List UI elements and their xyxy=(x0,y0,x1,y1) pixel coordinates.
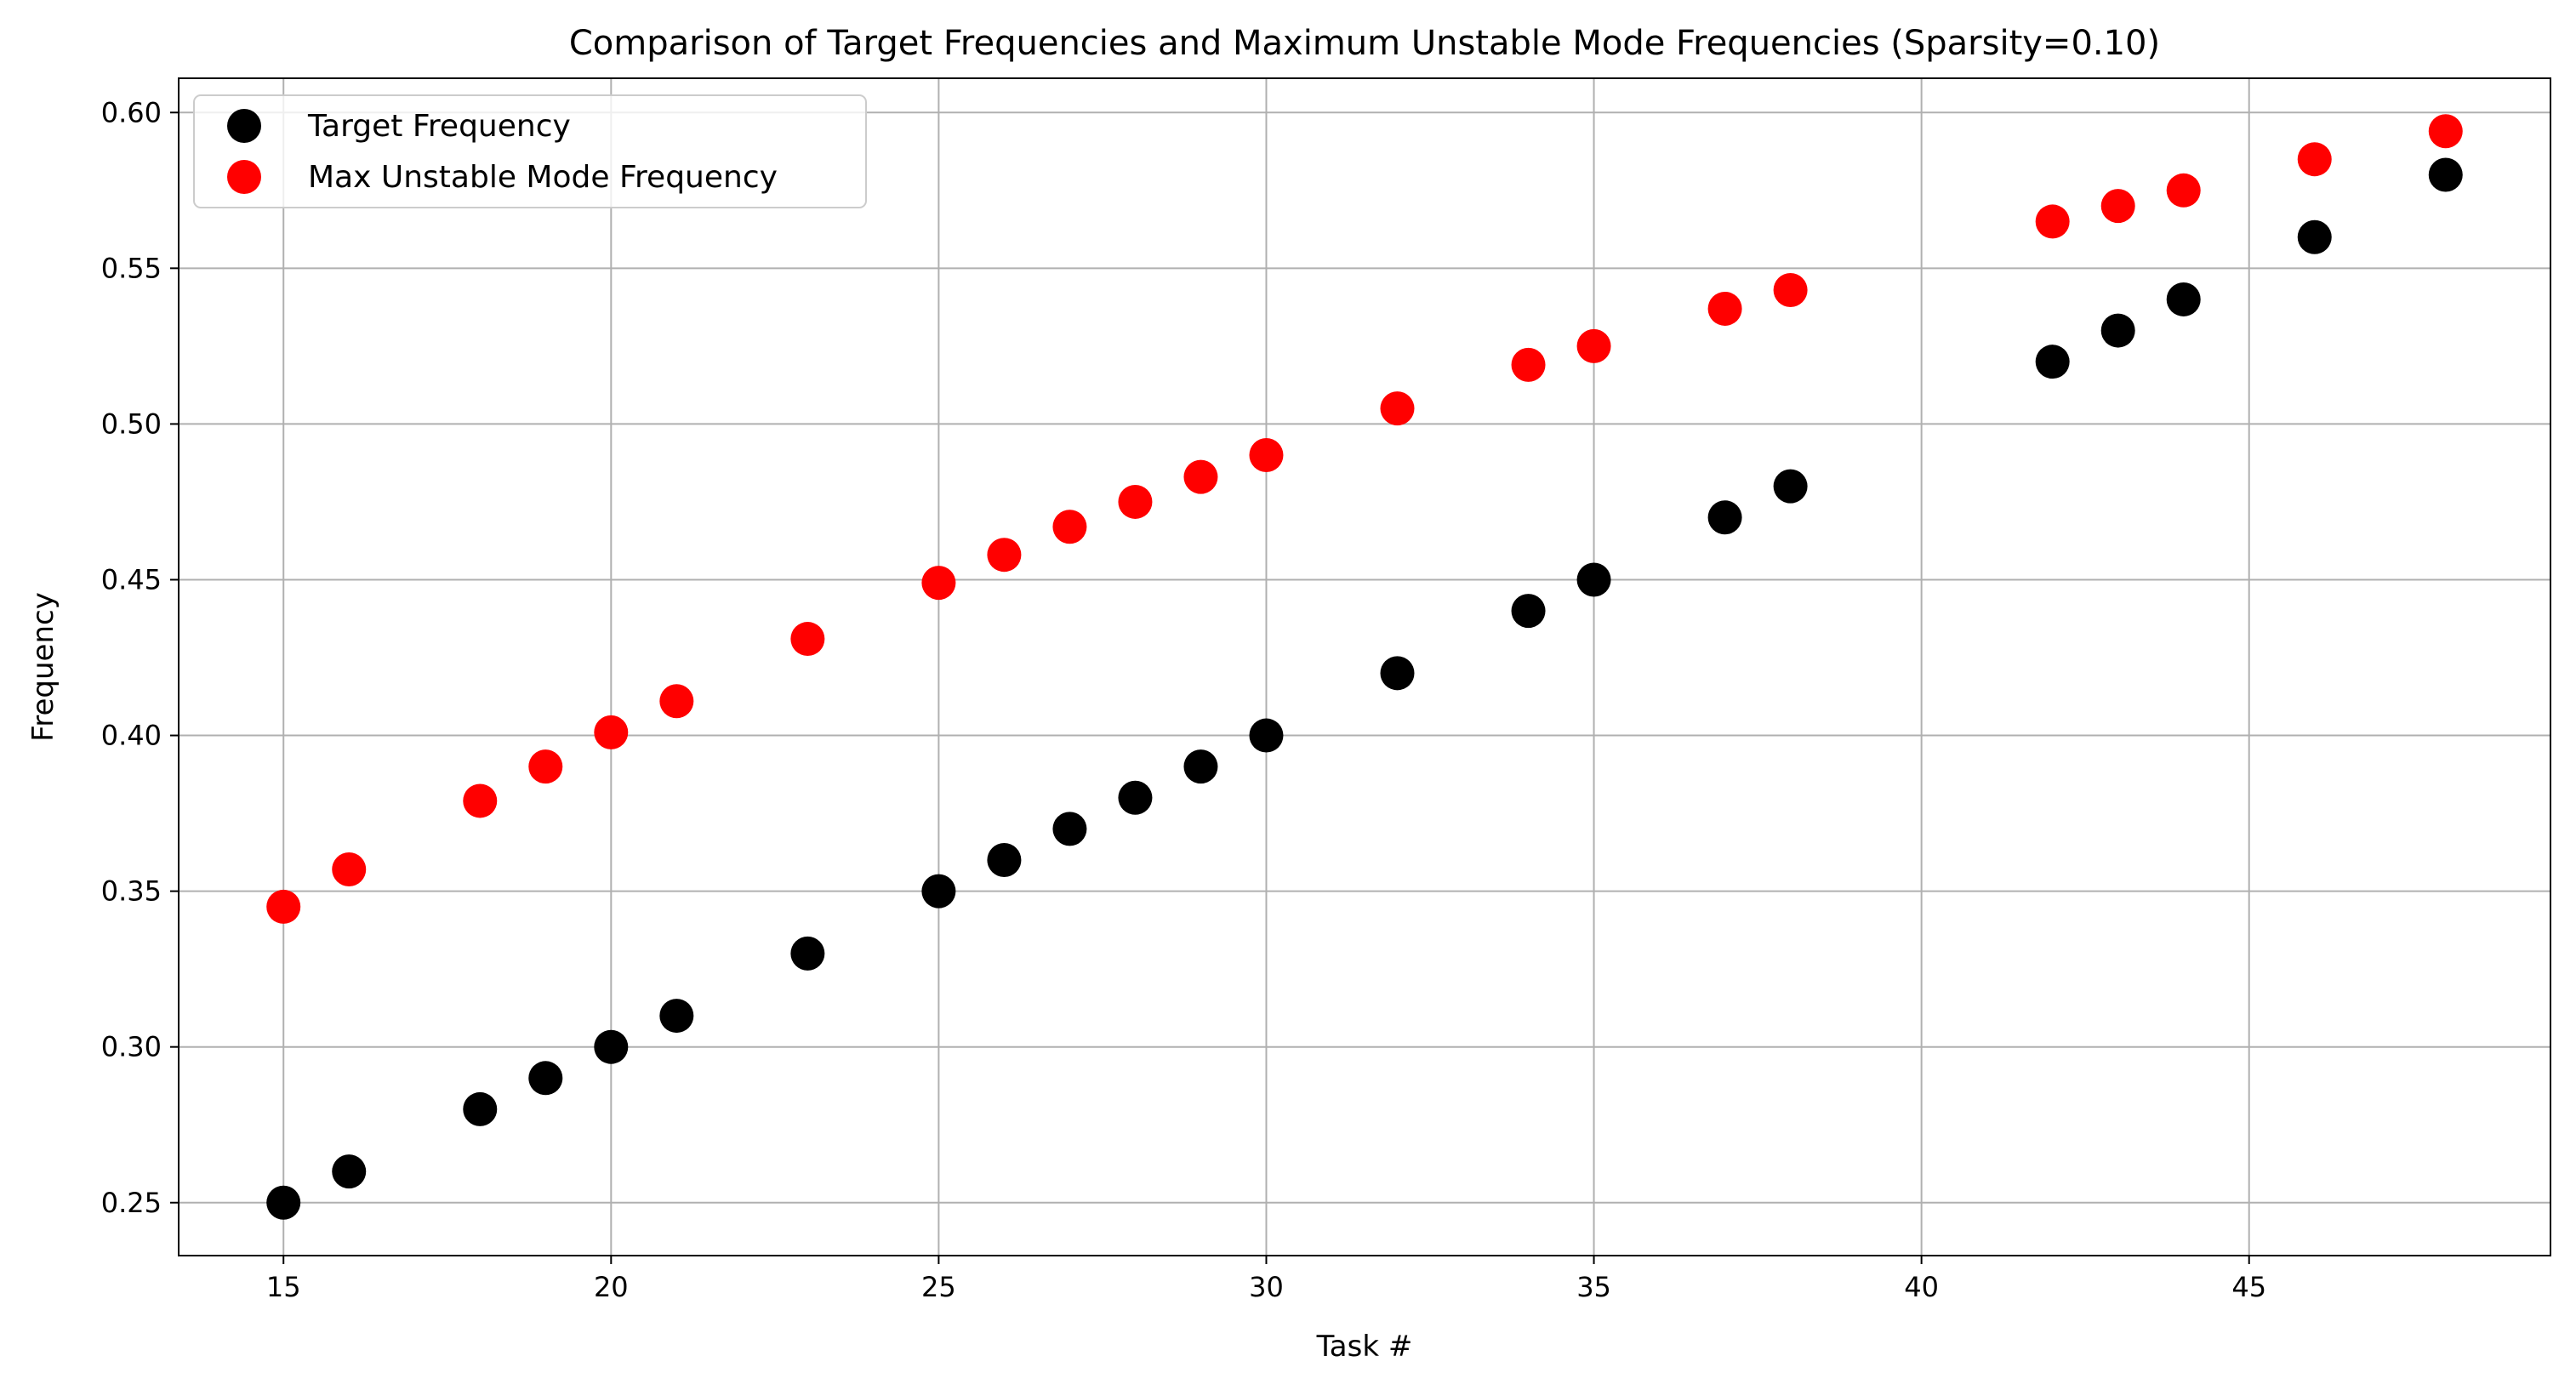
point-max-unstable-mode-frequency xyxy=(790,622,825,657)
point-target-frequency xyxy=(1118,780,1153,815)
point-target-frequency xyxy=(2297,219,2332,254)
point-max-unstable-mode-frequency xyxy=(921,566,956,601)
point-max-unstable-mode-frequency xyxy=(2428,114,2463,149)
point-max-unstable-mode-frequency xyxy=(987,538,1022,573)
point-target-frequency xyxy=(2035,345,2070,379)
y-axis-title: Frequency xyxy=(26,592,60,742)
point-target-frequency xyxy=(463,1091,498,1126)
legend-marker-target-frequency xyxy=(227,109,261,143)
point-max-unstable-mode-frequency xyxy=(1249,438,1284,473)
axis-ticks: 15 20 25 30 35 40 45 0.25 0.30 0.35 0.40 0.45 0.50 0.… xyxy=(101,96,2266,1303)
x-tick-label: 25 xyxy=(921,1271,956,1303)
x-tick-label: 30 xyxy=(1249,1271,1284,1303)
point-target-frequency xyxy=(1380,656,1415,691)
point-max-unstable-mode-frequency xyxy=(1183,459,1218,494)
point-target-frequency xyxy=(1576,562,1611,597)
point-max-unstable-mode-frequency xyxy=(594,715,629,749)
point-target-frequency xyxy=(2428,157,2463,192)
point-target-frequency xyxy=(1183,749,1218,784)
y-tick-label: 0.25 xyxy=(101,1187,162,1219)
point-max-unstable-mode-frequency xyxy=(1118,484,1153,519)
point-target-frequency xyxy=(528,1061,563,1096)
point-max-unstable-mode-frequency xyxy=(1773,272,1808,307)
point-target-frequency xyxy=(1511,594,1546,629)
y-tick-label: 0.30 xyxy=(101,1031,162,1063)
point-target-frequency xyxy=(1249,718,1284,753)
y-tick-label: 0.40 xyxy=(101,720,162,752)
data-points xyxy=(266,114,2463,1220)
point-target-frequency xyxy=(266,1185,301,1220)
x-tick-label: 35 xyxy=(1576,1271,1611,1303)
point-max-unstable-mode-frequency xyxy=(1511,347,1546,382)
legend-box xyxy=(193,94,867,208)
y-tick-label: 0.50 xyxy=(101,407,162,440)
point-max-unstable-mode-frequency xyxy=(332,852,367,886)
legend-label-target-frequency: Target Frequency xyxy=(307,109,571,144)
point-target-frequency xyxy=(987,843,1022,878)
point-target-frequency xyxy=(921,874,956,909)
point-target-frequency xyxy=(332,1154,367,1189)
point-max-unstable-mode-frequency xyxy=(2100,189,2135,224)
point-max-unstable-mode-frequency xyxy=(528,749,563,784)
point-max-unstable-mode-frequency xyxy=(1576,328,1611,363)
point-target-frequency xyxy=(2166,282,2201,316)
point-max-unstable-mode-frequency xyxy=(463,783,498,818)
point-max-unstable-mode-frequency xyxy=(2297,142,2332,177)
chart-title: Comparison of Target Frequencies and Max… xyxy=(569,24,2160,63)
plot-area-frame xyxy=(178,77,2551,1256)
point-max-unstable-mode-frequency xyxy=(1707,291,1742,326)
grid-lines xyxy=(179,78,2550,1256)
x-axis-title: Task # xyxy=(1316,1330,1413,1364)
point-max-unstable-mode-frequency xyxy=(2035,204,2070,239)
point-target-frequency xyxy=(1773,469,1808,504)
point-target-frequency xyxy=(659,999,694,1034)
x-tick-label: 40 xyxy=(1904,1271,1939,1303)
point-max-unstable-mode-frequency xyxy=(266,889,301,924)
legend-marker-max-unstable-mode-frequency xyxy=(227,160,261,194)
y-tick-label: 0.60 xyxy=(101,96,162,128)
point-target-frequency xyxy=(594,1029,629,1064)
point-max-unstable-mode-frequency xyxy=(1380,391,1415,426)
point-max-unstable-mode-frequency xyxy=(1052,510,1087,544)
point-target-frequency xyxy=(790,936,825,971)
x-tick-label: 20 xyxy=(594,1271,629,1303)
legend-label-max-unstable-mode-frequency: Max Unstable Mode Frequency xyxy=(308,160,778,195)
point-target-frequency xyxy=(1707,500,1742,535)
point-target-frequency xyxy=(2100,313,2135,348)
legend: Target Frequency Max Unstable Mode Frequ… xyxy=(193,94,867,208)
y-tick-label: 0.45 xyxy=(101,563,162,595)
x-tick-label: 45 xyxy=(2231,1271,2266,1303)
y-tick-label: 0.55 xyxy=(101,252,162,284)
point-max-unstable-mode-frequency xyxy=(2166,173,2201,208)
point-target-frequency xyxy=(1052,812,1087,846)
y-tick-label: 0.35 xyxy=(101,875,162,908)
point-max-unstable-mode-frequency xyxy=(659,684,694,719)
x-tick-label: 15 xyxy=(266,1271,301,1303)
